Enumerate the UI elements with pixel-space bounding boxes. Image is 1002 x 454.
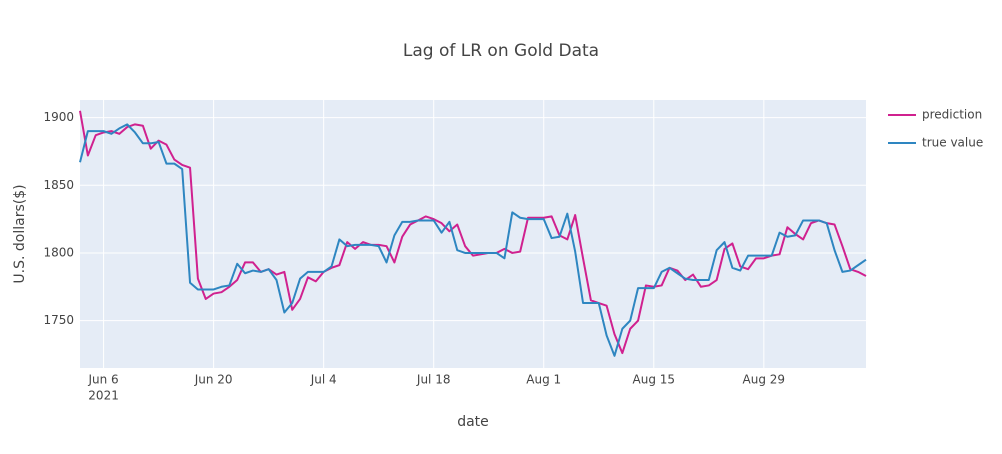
x-tick-sublabel: 2021 xyxy=(88,389,119,403)
x-tick-label: Aug 15 xyxy=(633,373,676,387)
y-tick-label: 1850 xyxy=(43,178,74,192)
chart-title: Lag of LR on Gold Data xyxy=(403,41,599,61)
legend-label: prediction xyxy=(922,108,982,122)
x-tick-label: Jun 20 xyxy=(194,373,233,387)
y-axis-label: U.S. dollars($) xyxy=(12,184,28,283)
x-tick-label: Aug 1 xyxy=(526,373,561,387)
y-tick-label: 1900 xyxy=(43,110,74,124)
x-tick-label: Jul 18 xyxy=(416,373,451,387)
x-tick-label: Jul 4 xyxy=(310,373,337,387)
x-tick-label: Aug 29 xyxy=(743,373,786,387)
plot-area xyxy=(80,100,866,368)
line-series xyxy=(79,110,867,355)
x-axis-label: date xyxy=(457,414,489,430)
legend-label: true value xyxy=(922,136,983,150)
x-tick-label: Jun 6 xyxy=(87,373,118,387)
y-tick-label: 1800 xyxy=(43,245,74,259)
line-series xyxy=(79,123,867,357)
y-tick-label: 1750 xyxy=(43,313,74,327)
